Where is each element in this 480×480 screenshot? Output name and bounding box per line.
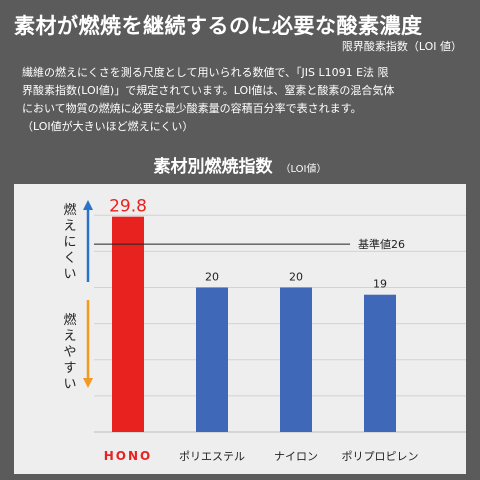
- up-arrow-head: [83, 200, 93, 210]
- chart-title-main: 素材別燃焼指数: [153, 157, 273, 177]
- data-label: 29.8: [109, 197, 147, 217]
- bar: [196, 287, 228, 432]
- up-arrow-label: 燃えにくい: [63, 202, 76, 282]
- description: 繊維の燃えにくさを測る尺度として用いられる数値で、「JIS L1091 E法 限…: [22, 64, 468, 136]
- headline: 素材が燃焼を継続するのに必要な酸素濃度: [14, 14, 423, 38]
- reference-label: 基準値26: [358, 237, 405, 251]
- chart-title: 素材別燃焼指数 （LOI値）: [0, 152, 480, 177]
- chart-subtitle: （LOI値）: [280, 164, 327, 175]
- data-label: 20: [205, 270, 219, 283]
- header: 素材が燃焼を継続するのに必要な酸素濃度 限界酸素指数（LOI 値） 繊維の燃えに…: [0, 0, 480, 150]
- bar: [280, 287, 312, 432]
- category-label: ポリプロピレン: [342, 450, 419, 463]
- category-label: ナイロン: [274, 450, 318, 463]
- subhead: 限界酸素指数（LOI 値）: [341, 40, 462, 53]
- bar: [112, 216, 144, 432]
- description-line: （LOI値が大きいほど燃えにくい）: [22, 120, 194, 133]
- category-label: ポリエステル: [179, 450, 245, 463]
- data-label: 20: [289, 270, 303, 283]
- category-label: HONO: [104, 449, 153, 463]
- down-arrow-head: [83, 378, 93, 388]
- description-line: 繊維の燃えにくさを測る尺度として用いられる数値で、「JIS L1091 E法 限: [22, 66, 389, 79]
- down-arrow-label: 燃えやすい: [63, 312, 76, 392]
- description-line: 界酸素指数(LOI値)」で規定されています。LOI値は、窒素と酸素の混合気体: [22, 84, 395, 97]
- description-line: において物質の燃焼に必要な最少酸素量の容積百分率で表されます。: [22, 102, 362, 115]
- bar: [364, 294, 396, 432]
- data-label: 19: [373, 278, 387, 291]
- chart-panel: 29.8 HONO 20 ポリエステル 20 ナイロン 19 ポリプロピレン 基準値26 燃えにく…: [14, 184, 466, 474]
